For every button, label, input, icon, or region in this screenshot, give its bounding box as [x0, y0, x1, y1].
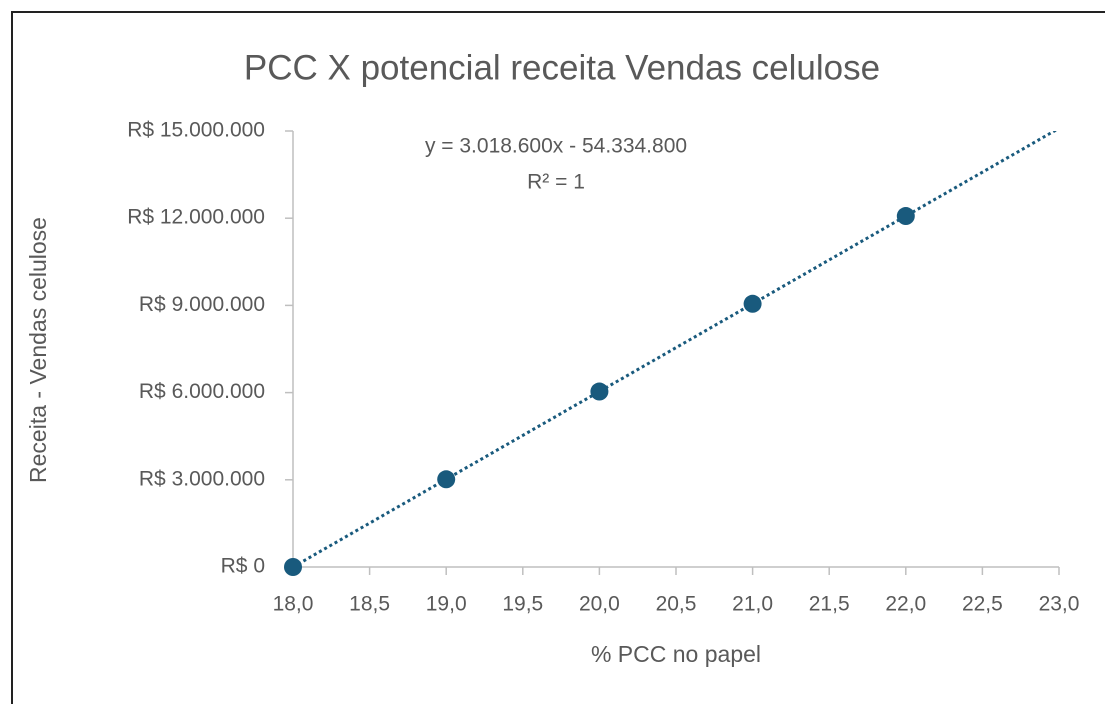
x-tick-label: 19,0: [426, 593, 467, 616]
y-axis-title: Receita - Vendas celulose: [25, 217, 51, 483]
x-tick-label: 20,5: [656, 593, 697, 616]
x-axis-title: % PCC no papel: [591, 641, 761, 667]
y-tick-label: R$ 3.000.000: [139, 467, 265, 490]
trendline-r2: R² = 1: [527, 171, 585, 194]
trendline-equation: y = 3.018.600x - 54.334.800: [425, 135, 687, 158]
x-tick-label: 20,0: [579, 593, 620, 616]
x-tick-label: 18,5: [349, 593, 390, 616]
x-tick-label: 23,0: [1039, 593, 1080, 616]
point: [896, 207, 915, 226]
point: [590, 382, 609, 401]
chart-border: [11, 11, 1105, 704]
chart-title: PCC X potencial receita Vendas celulose: [244, 48, 880, 87]
y-tick-label: R$ 0: [221, 555, 265, 578]
y-tick-label: R$ 15.000.000: [127, 119, 265, 142]
x-tick-label: 18,0: [273, 593, 314, 616]
x-tick-label: 21,0: [732, 593, 773, 616]
x-tick-label: 22,0: [885, 593, 926, 616]
point: [743, 294, 762, 313]
y-tick-label: R$ 6.000.000: [139, 380, 265, 403]
y-tick-label: R$ 12.000.000: [127, 206, 265, 229]
y-tick-label: R$ 9.000.000: [139, 293, 265, 316]
point: [284, 558, 302, 576]
x-tick-label: 21,5: [809, 593, 850, 616]
x-tick-label: 22,5: [962, 593, 1003, 616]
point: [437, 470, 456, 489]
x-tick-label: 19,5: [502, 593, 543, 616]
